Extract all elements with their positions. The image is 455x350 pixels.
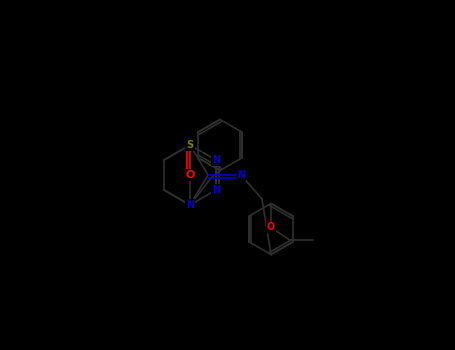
Text: N: N bbox=[212, 155, 220, 165]
Text: O: O bbox=[185, 170, 195, 180]
Text: N: N bbox=[212, 185, 220, 195]
Text: S: S bbox=[187, 140, 193, 150]
Text: N: N bbox=[186, 200, 194, 210]
Text: N: N bbox=[237, 170, 245, 180]
Text: O: O bbox=[267, 223, 275, 232]
